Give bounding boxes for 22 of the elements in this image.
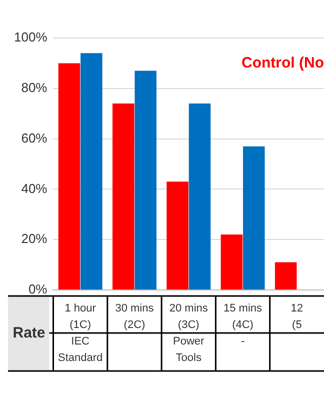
text: Control (No bbox=[242, 54, 324, 72]
y-tick-label: 40% bbox=[21, 180, 48, 196]
x-tick-label: 1 hour (1C) IEC Standard bbox=[58, 302, 103, 364]
bar bbox=[274, 262, 297, 290]
bar bbox=[80, 53, 102, 290]
x-tick-label: 15 mins (4C) - bbox=[224, 302, 263, 348]
bar bbox=[166, 182, 188, 290]
bar bbox=[58, 63, 80, 290]
bar bbox=[242, 146, 265, 290]
text: Rate bbox=[12, 324, 46, 342]
y-tick-label: 20% bbox=[21, 231, 48, 246]
y-tick-label: 60% bbox=[21, 130, 48, 146]
y-tick-label: 100% bbox=[14, 30, 48, 45]
x-tick-label: 30 mins (2C) bbox=[115, 302, 154, 331]
bar bbox=[134, 70, 156, 290]
y-tick-label: 0% bbox=[28, 282, 48, 297]
x-tick-label: 12 (5 bbox=[290, 302, 304, 331]
x-tick-label: 20 mins (3C) Power Tools bbox=[169, 302, 208, 364]
bar bbox=[220, 234, 243, 290]
bar bbox=[188, 104, 211, 290]
y-tick-label: 80% bbox=[21, 80, 48, 95]
bar bbox=[112, 104, 134, 290]
